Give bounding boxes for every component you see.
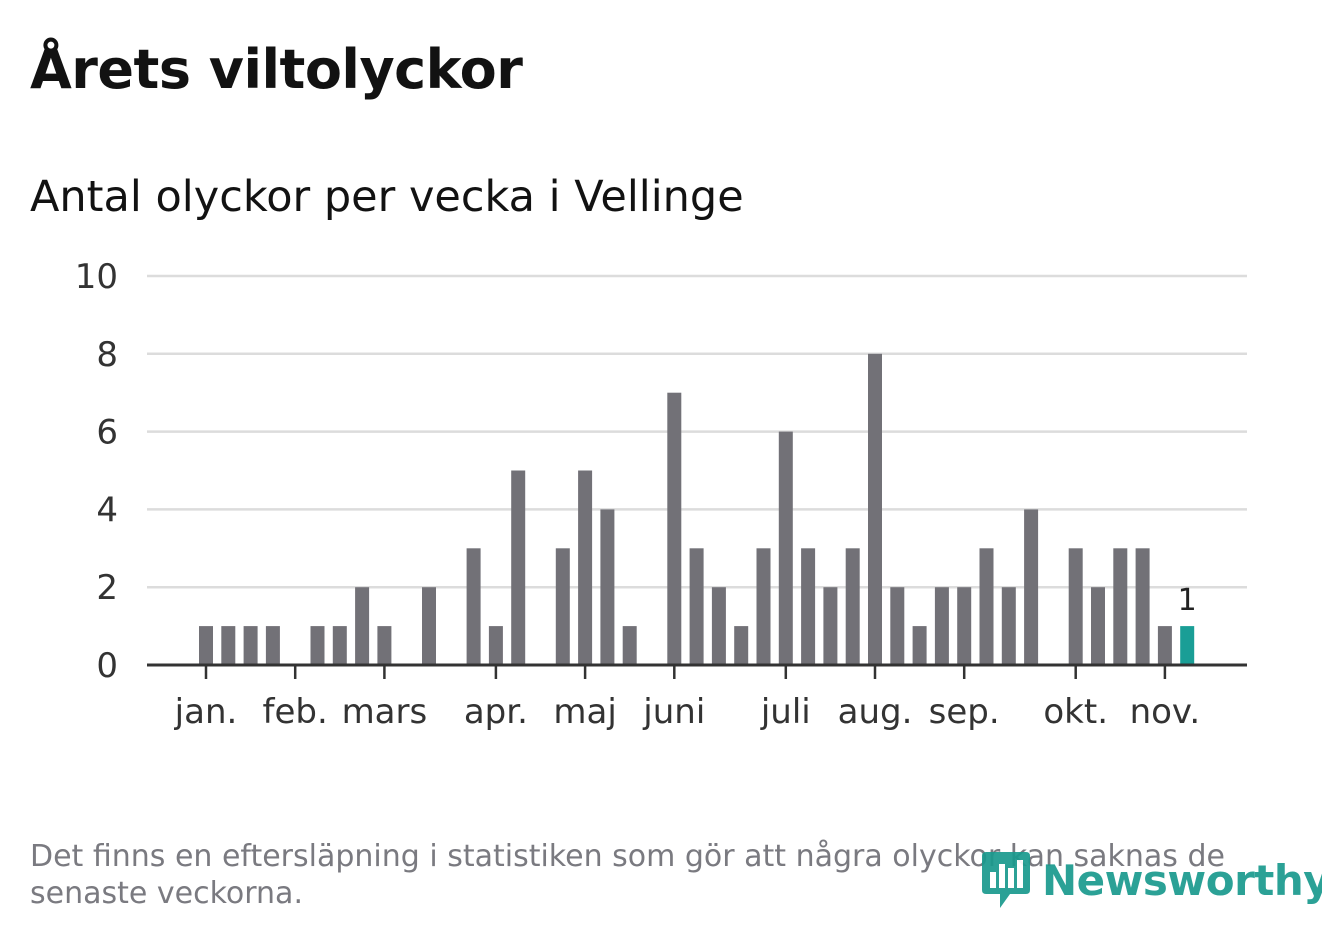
bar-week-19 <box>600 509 615 665</box>
x-tick-label-jan: jan. <box>174 692 238 732</box>
bar-week-2 <box>221 626 236 665</box>
y-tick-label: 2 <box>96 568 118 608</box>
chart-title: Årets viltolyckor <box>30 38 523 101</box>
bar-week-9 <box>377 626 392 665</box>
x-tick-label-aug: aug. <box>838 692 913 732</box>
gridlines <box>147 274 1247 589</box>
bar-week-11 <box>422 587 436 665</box>
bar-week-20 <box>622 626 637 665</box>
x-tick-label-okt: okt. <box>1043 692 1108 732</box>
bar-week-38 <box>1024 509 1039 665</box>
y-tick-label: 4 <box>96 490 118 530</box>
y-tick-label: 0 <box>96 646 118 686</box>
bar-week-30 <box>845 548 860 665</box>
bar-week-7 <box>332 626 347 665</box>
y-tick-label: 10 <box>75 257 118 297</box>
bar-week-17 <box>555 548 570 665</box>
bar-week-18 <box>578 470 593 665</box>
x-tick-label-maj: maj <box>553 692 616 732</box>
bar-week-15 <box>511 470 526 665</box>
x-tick-label-sep: sep. <box>929 692 1000 732</box>
bar-week-34 <box>934 587 949 665</box>
bar-week-3 <box>243 626 258 665</box>
annotations: 1 <box>1178 583 1197 618</box>
bar-week-36 <box>979 548 994 665</box>
x-axis: jan. feb. mars apr. maj juni juli aug. sep. okt. n… <box>147 663 1247 732</box>
chart-subtitle: Antal olyckor per vecka i Vellinge <box>30 172 744 222</box>
bar-week-25 <box>734 626 749 665</box>
logo-text: Newsworthy <box>1042 855 1322 905</box>
bar-week-26 <box>756 548 771 665</box>
bar-week-23 <box>689 548 704 665</box>
y-tick-label: 6 <box>96 413 118 453</box>
bar-week-22 <box>667 392 682 665</box>
bar-week-44 <box>1157 626 1172 665</box>
bar-week-37 <box>1001 587 1016 665</box>
bar-week-40 <box>1068 548 1083 665</box>
bar-week-6 <box>310 626 325 665</box>
bar-week-1 <box>199 626 213 665</box>
y-tick-label: 8 <box>96 335 118 375</box>
bar-week-33 <box>912 626 927 665</box>
bar-week-27 <box>778 431 793 665</box>
last-value-label: 1 <box>1178 583 1197 618</box>
bar-latest-week <box>1180 626 1195 665</box>
bar-week-24 <box>711 587 726 665</box>
x-tick-label-nov: nov. <box>1130 692 1201 732</box>
x-tick-label-mars: mars <box>342 692 428 732</box>
x-tick-label-feb: feb. <box>263 692 328 732</box>
bar-week-8 <box>355 587 370 665</box>
bar-week-42 <box>1113 548 1128 665</box>
y-axis-labels: 0 2 4 6 8 10 <box>75 257 118 686</box>
bar-week-4 <box>265 626 280 665</box>
bars <box>199 353 1195 665</box>
x-tick-label-juli: juli <box>760 692 811 732</box>
bar-chart: 0 2 4 6 8 10 jan. feb. mars apr. maj juni juli aug. s… <box>75 257 1247 732</box>
bar-week-32 <box>890 587 905 665</box>
bar-week-28 <box>801 548 816 665</box>
x-tick-label-juni: juni <box>642 692 705 732</box>
bar-week-43 <box>1135 548 1150 665</box>
bar-week-35 <box>957 587 972 665</box>
bar-week-29 <box>823 587 838 665</box>
bar-week-41 <box>1091 587 1105 665</box>
bar-week-13 <box>466 548 481 665</box>
bar-week-31 <box>868 353 882 665</box>
bar-chart-speech-bubble-icon <box>982 852 1030 908</box>
bar-week-14 <box>488 626 503 665</box>
newsworthy-logo: Newsworthy <box>980 848 1322 912</box>
x-tick-label-apr: apr. <box>464 692 528 732</box>
